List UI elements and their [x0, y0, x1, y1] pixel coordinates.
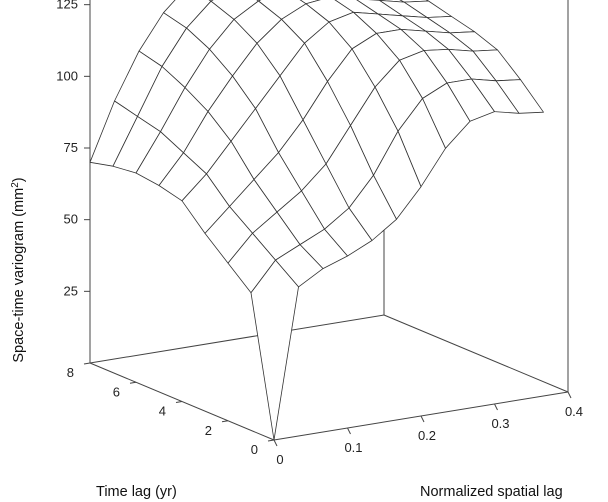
axes-edge [89, 314, 385, 364]
axis-ticks: 25 50 75 100 125 0 2 4 6 8 0 0.1 0.2 0.3 0.4 [56, 0, 583, 467]
x-tick-mark [494, 403, 498, 411]
y-tick-mark [267, 439, 275, 442]
x-tick-mark [273, 439, 278, 447]
x-axis-label: Normalized spatial lag [420, 484, 563, 500]
y-tick-mark [83, 362, 91, 365]
x-tick-label: 0 [276, 452, 283, 467]
x-tick-mark [347, 427, 351, 435]
y-axis-label: Time lag (yr) [96, 484, 177, 500]
y-tick-label: 0 [251, 442, 258, 457]
y-tick-label: 2 [205, 423, 212, 438]
x-tick-label: 0.3 [491, 416, 509, 431]
z-axis-label: Space-time variogram (mm2) [10, 177, 28, 362]
z-tick-label: 75 [64, 140, 78, 155]
y-tick-label: 4 [159, 404, 166, 419]
x-tick-mark [567, 391, 572, 399]
y-tick-label: 6 [113, 384, 120, 399]
y-tick-mark [221, 420, 229, 423]
surface-cell [250, 259, 299, 441]
y-tick-mark [129, 381, 137, 384]
x-tick-label: 0.2 [418, 428, 436, 443]
z-tick-label: 100 [56, 68, 78, 83]
x-tick-label: 0.4 [565, 404, 583, 419]
x-tick-label: 0.1 [344, 440, 362, 455]
z-tick-label: 25 [64, 283, 78, 298]
y-tick-mark [175, 401, 183, 403]
y-tick-label: 8 [67, 365, 74, 380]
z-tick-label: 50 [64, 212, 78, 227]
axes-edge [383, 314, 569, 393]
surface-mesh [89, 0, 544, 441]
z-tick-label: 125 [56, 0, 78, 12]
x-tick-mark [420, 415, 425, 423]
